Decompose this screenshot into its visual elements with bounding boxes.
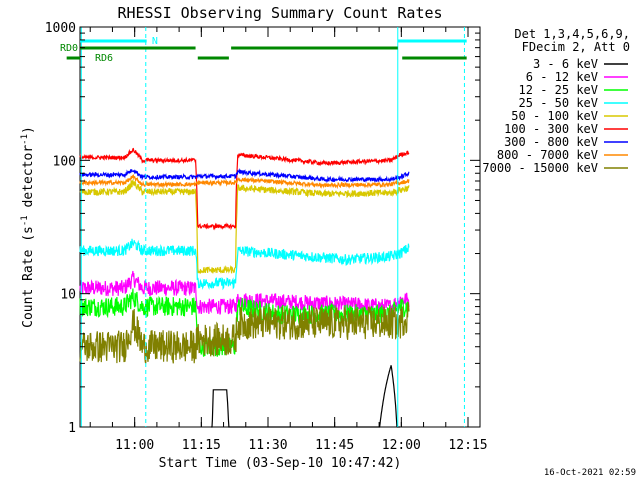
legend-header-2: FDecim 2, Att 0 [522,40,630,54]
series-line-7 [79,174,410,190]
series-line-3 [79,238,410,291]
series-line-6 [79,168,410,184]
series-line-1 [79,270,410,316]
series-line-5 [79,147,410,231]
timestamp: 16-Oct-2021 02:59 [544,468,636,478]
legend-label-4: 50 - 100 keV [511,109,598,123]
legend-label-3: 25 - 50 keV [519,96,598,110]
annotation-group: N RD0 RD6 [60,27,467,427]
y-tick-label: 10 [60,288,76,303]
x-tick-label: 11:45 [315,438,354,453]
n-label: N [152,36,158,47]
x-tick-label: 12:00 [382,438,421,453]
legend-label-2: 12 - 25 keV [519,83,598,97]
y-tick-label: 1000 [45,21,76,36]
legend-label-6: 300 - 800 keV [504,135,598,149]
y-tick-label: 100 [53,154,76,169]
chart-title: RHESSI Observing Summary Count Rates [117,4,442,22]
series-line-2 [79,288,410,357]
y-axis-label: Count Rate (s-1 detector-1) [20,126,36,328]
legend: Det 1,3,4,5,6,9, FDecim 2, Att 0 3 - 6 k… [482,27,630,175]
y-axis-label-sup1: -1 [20,215,30,226]
y-axis-label-mid: detector [21,145,36,216]
series-line-8 [79,301,410,364]
series-line-4 [79,178,410,275]
x-axis: 11:00 11:15 11:30 11:45 12:00 12:15 [89,27,488,453]
rd0-label: RD0 [60,43,78,54]
y-tick-label: 1 [68,421,76,436]
legend-label-0: 3 - 6 keV [533,57,598,71]
rd6-label: RD6 [95,53,113,64]
legend-label-7: 800 - 7000 keV [497,148,598,162]
series-group [79,147,410,428]
legend-label-1: 6 - 12 keV [526,70,598,84]
series-line-0 [211,365,400,428]
x-tick-label: 11:30 [248,438,287,453]
y-axis-label-main: Count Rate (s [21,226,36,328]
legend-label-5: 100 - 300 keV [504,122,598,136]
y-axis-label-sup2: -1 [20,134,30,145]
x-axis-label: Start Time (03-Sep-10 10:47:42) [159,456,402,471]
legend-label-8: 7000 - 15000 keV [482,161,598,175]
legend-header-1: Det 1,3,4,5,6,9, [514,27,630,41]
y-axis-label-end: ) [21,126,36,134]
x-tick-label: 11:00 [115,438,154,453]
x-tick-label: 12:15 [448,438,487,453]
x-tick-label: 11:15 [182,438,221,453]
y-axis: 1 10 100 1000 [45,21,480,436]
